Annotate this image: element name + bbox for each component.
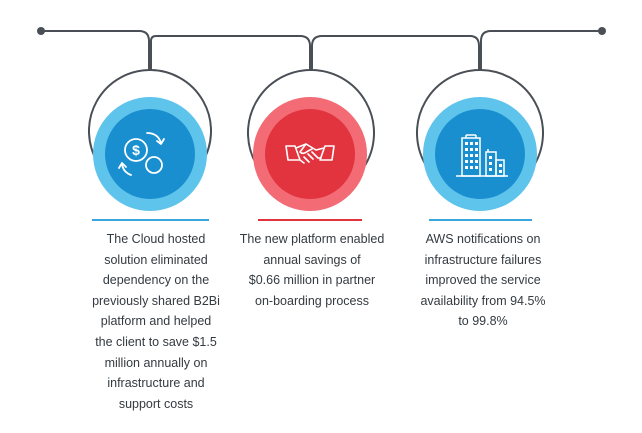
money-exchange-icon: $ [118,132,165,176]
svg-text:$: $ [132,142,140,158]
item-2-badge [253,97,367,211]
item-3-badge [423,97,537,211]
item-3-underline [429,219,532,221]
city-buildings-icon [456,134,508,177]
connector-start-dot [37,27,45,35]
item-1-description: The Cloud hosted solution eliminated dep… [92,232,220,411]
badge-inner-circle [265,109,355,199]
badge-inner-circle [105,109,195,199]
item-1-badge: $ [93,97,207,211]
connector-end-dot [598,27,606,35]
item-2-description: The new platform enabled annual savings … [239,232,385,308]
handshake-icon [285,143,335,164]
item-3-description: AWS notifications on infrastructure fail… [420,232,546,329]
item-2-underline [258,219,362,221]
item-1-underline [92,219,209,221]
